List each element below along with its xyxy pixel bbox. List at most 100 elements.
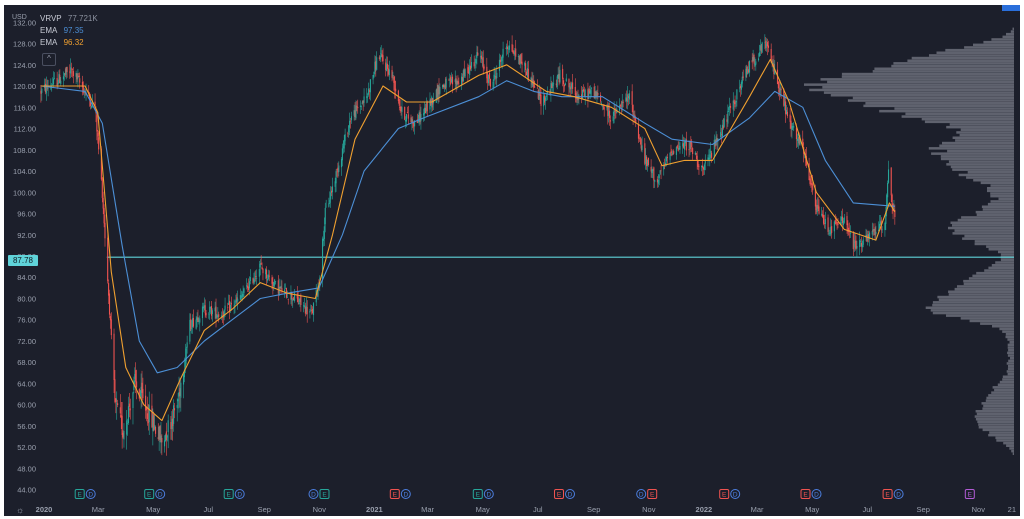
candle-body (836, 222, 838, 223)
candle-body (570, 88, 572, 89)
candle-body (723, 118, 725, 127)
candle-body (386, 63, 389, 69)
volume-profile-bar (958, 173, 1014, 177)
candle-body (565, 78, 567, 82)
candle-body (146, 413, 148, 419)
candle-body (121, 415, 123, 435)
ema-slow-line (40, 58, 896, 422)
candle-body (544, 97, 547, 101)
volume-profile-bar (1007, 346, 1014, 349)
candle-body (340, 158, 343, 168)
candle-body (741, 76, 743, 84)
candle-body (815, 204, 817, 211)
candle-body (438, 86, 440, 95)
corner-accent (1002, 5, 1020, 11)
volume-profile-bar (852, 96, 1014, 100)
candle-body (673, 150, 675, 154)
event-badge-label: E (803, 492, 808, 499)
volume-profile-bar (1008, 348, 1014, 352)
volume-profile (804, 27, 1014, 455)
candle-body (818, 206, 820, 214)
candle-body (600, 95, 602, 102)
candle-body (451, 76, 454, 85)
volume-profile-bar (962, 237, 1014, 240)
candle-body (695, 153, 697, 155)
candle-body (274, 279, 276, 285)
candle-body (878, 229, 880, 232)
volume-profile-bar (830, 94, 1014, 97)
candle-body (223, 309, 225, 318)
candle-body (344, 134, 346, 142)
legend-ema-fast[interactable]: EMA 97.35 (40, 25, 98, 37)
candle-body (707, 157, 709, 160)
candle-body (679, 145, 681, 150)
candle-body (236, 297, 238, 300)
candle-body (689, 142, 691, 149)
candle-body (505, 47, 507, 49)
candle-body (488, 72, 491, 79)
candle-body (160, 435, 162, 443)
dividend-badge (636, 489, 647, 499)
candle-body (543, 96, 545, 107)
candle-body (322, 238, 324, 241)
candle-body (483, 66, 485, 69)
candle-body (362, 100, 364, 104)
candle-body (278, 286, 280, 296)
legend-vrvp-name: VRVP (40, 14, 62, 23)
y-tick-label: 68.00 (17, 358, 36, 367)
x-tick-label: Mar (92, 505, 105, 514)
collapse-legend-button[interactable]: ^ (42, 53, 56, 66)
earnings-badge (554, 489, 564, 499)
candle-body (562, 68, 564, 79)
candle-body (704, 160, 706, 164)
candle-body (114, 379, 116, 402)
candle-body (429, 99, 431, 110)
volume-profile-bar (985, 399, 1014, 402)
volume-profile-bar (940, 155, 1014, 158)
candle-body (203, 305, 205, 308)
candle-body (350, 116, 352, 121)
volume-profile-bar (991, 391, 1014, 394)
candle-body (817, 204, 819, 209)
candle-body (115, 398, 117, 403)
chart-panel[interactable]: USD 132.00 128.00 124.00 120.00 116.00 112.00 1… (4, 5, 1020, 516)
candle-body (878, 223, 881, 229)
candle-body (321, 238, 324, 280)
candle-body (675, 147, 677, 155)
volume-profile-bar (945, 48, 1014, 52)
candle-body (153, 414, 155, 431)
candle-body (98, 137, 100, 150)
y-tick-label: 120.00 (13, 82, 36, 91)
gear-icon[interactable]: ☼ (16, 505, 25, 515)
candle-body (840, 222, 842, 224)
volume-profile-bar (905, 112, 1014, 116)
candle-body (136, 381, 138, 388)
candle-body (41, 88, 43, 93)
volume-profile-bar (988, 266, 1014, 270)
candle-body (90, 105, 92, 108)
candle-body (234, 304, 236, 306)
candle-body (177, 399, 179, 402)
candle-body (837, 222, 839, 225)
volume-profile-bar (974, 415, 1014, 418)
candle-body (627, 94, 629, 102)
volume-profile-bar (978, 426, 1014, 429)
volume-profile-bar (894, 107, 1014, 110)
volume-profile-bar (966, 176, 1014, 179)
candle-body (462, 70, 464, 82)
candle-body (418, 112, 420, 122)
volume-profile-bar (872, 70, 1014, 73)
legend-vrvp[interactable]: VRVP 77.721K (40, 13, 98, 25)
candle-body (530, 77, 532, 81)
candle-body (692, 148, 694, 154)
candle-body (833, 221, 835, 232)
candle-body (868, 234, 870, 238)
legend-ema-slow[interactable]: EMA 96.32 (40, 37, 98, 49)
candle-body (417, 122, 419, 124)
candle-body (874, 227, 876, 236)
candle-body (157, 437, 159, 440)
volume-profile-bar (982, 428, 1014, 432)
candle-body (885, 211, 887, 224)
volume-profile-bar (980, 181, 1014, 185)
